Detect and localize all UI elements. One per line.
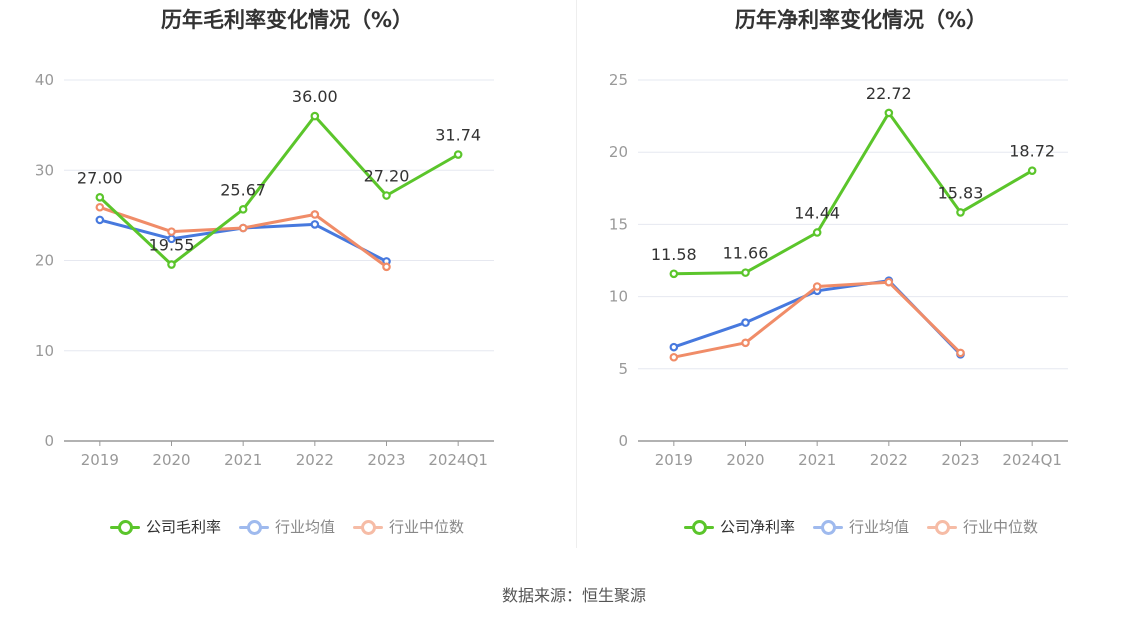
data-point — [238, 223, 248, 233]
legend-label: 行业中位数 — [963, 518, 1039, 536]
y-tick-label: 20 — [609, 143, 628, 161]
x-tick-label: 2019 — [81, 451, 119, 469]
data-point — [1027, 166, 1037, 175]
data-label: 36.00 — [292, 87, 338, 106]
panel-divider — [576, 0, 577, 548]
x-tick-label: 2024Q1 — [428, 451, 488, 469]
data-point — [167, 227, 176, 236]
y-tick-label: 10 — [609, 288, 628, 306]
x-tick-label: 2019 — [655, 451, 693, 469]
data-point — [310, 210, 320, 219]
chart-panel-gross-margin: 历年毛利率变化情况（%） 0 10 20 30 40 2019 2020 2021 2022 20… — [0, 0, 574, 560]
data-point — [741, 268, 750, 277]
y-tick-label: 5 — [618, 360, 628, 378]
y-tick-label: 0 — [44, 432, 54, 450]
x-tick-label: 2023 — [367, 451, 405, 469]
legend: 公司毛利率 行业均值 行业中位数 — [0, 516, 574, 537]
chart-panel-net-margin: 历年净利率变化情况（%） 0 5 10 15 20 25 2019 2020 2021 2022 2… — [574, 0, 1148, 560]
data-point — [310, 220, 320, 229]
y-tick-label: 0 — [618, 432, 628, 450]
data-point — [238, 205, 248, 214]
y-tick-label: 30 — [35, 161, 54, 179]
data-point — [453, 150, 463, 159]
data-label: 22.72 — [866, 84, 912, 103]
y-tick-label: 10 — [35, 342, 54, 360]
data-point — [95, 215, 105, 225]
legend-marker-average-icon — [238, 519, 269, 535]
legend-item-company[interactable]: 公司净利率 — [683, 516, 795, 537]
data-point — [884, 277, 894, 287]
data-point — [382, 262, 391, 272]
data-point — [669, 342, 679, 352]
series-line — [673, 111, 1033, 276]
data-label: 25.67 — [220, 180, 266, 199]
legend-item-industry-average[interactable]: 行业均值 — [238, 516, 335, 537]
data-point — [956, 348, 965, 358]
legend-marker-median-icon — [927, 519, 957, 535]
chart-title: 历年净利率变化情况（%） — [734, 8, 988, 32]
data-point — [741, 318, 750, 327]
legend-label: 行业均值 — [274, 518, 335, 536]
legend-item-company[interactable]: 公司毛利率 — [109, 516, 221, 537]
legend-label: 行业均值 — [848, 518, 909, 536]
data-point — [812, 228, 822, 237]
legend-item-industry-median[interactable]: 行业中位数 — [353, 516, 464, 537]
data-label: 19.55 — [149, 236, 195, 255]
legend-marker-median-icon — [353, 519, 383, 535]
data-point — [167, 260, 176, 269]
data-label: 27.20 — [364, 167, 410, 186]
x-tick-label: 2023 — [941, 451, 979, 469]
x-tick-label: 2022 — [296, 451, 334, 469]
data-point — [741, 338, 750, 348]
legend-label: 公司净利率 — [719, 518, 795, 536]
y-tick-label: 20 — [35, 252, 54, 270]
legend-item-industry-median[interactable]: 行业中位数 — [927, 516, 1038, 537]
data-point — [812, 282, 822, 291]
data-label: 14.44 — [794, 203, 840, 222]
data-label: 11.66 — [723, 244, 769, 263]
data-point — [95, 193, 105, 202]
data-point — [382, 191, 391, 200]
x-tick-label: 2020 — [152, 451, 190, 469]
data-label: 27.00 — [77, 168, 123, 187]
line-chart-gross-margin: 0 10 20 30 40 2019 2020 2021 2022 2023 2024Q1 27.00… — [35, 71, 494, 469]
data-label: 15.83 — [938, 183, 984, 202]
legend-marker-company-icon — [683, 519, 714, 535]
x-tick-label: 2020 — [726, 451, 764, 469]
data-point — [310, 111, 320, 121]
data-point — [95, 202, 105, 212]
y-tick-label: 25 — [609, 71, 628, 89]
legend-label: 公司毛利率 — [145, 518, 221, 536]
data-point — [669, 269, 679, 279]
chart-title: 历年毛利率变化情况（%） — [160, 8, 414, 32]
data-label: 11.58 — [651, 245, 697, 264]
legend: 公司净利率 行业均值 行业中位数 — [574, 516, 1148, 537]
x-tick-label: 2024Q1 — [1002, 451, 1062, 469]
x-tick-label: 2021 — [224, 451, 262, 469]
legend-item-industry-average[interactable]: 行业均值 — [812, 516, 909, 537]
data-point — [956, 208, 965, 217]
line-chart-net-margin: 0 5 10 15 20 25 2019 2020 2021 2022 2023 2024Q1 11.5… — [609, 71, 1068, 469]
data-point — [884, 108, 894, 118]
data-label: 31.74 — [435, 126, 481, 145]
legend-marker-company-icon — [109, 519, 140, 535]
y-tick-label: 15 — [609, 215, 628, 233]
y-tick-label: 40 — [35, 71, 54, 89]
x-tick-label: 2021 — [798, 451, 836, 469]
series-line — [98, 114, 459, 267]
legend-marker-average-icon — [812, 519, 843, 535]
legend-label: 行业中位数 — [389, 518, 465, 536]
data-label: 18.72 — [1009, 142, 1055, 161]
x-tick-label: 2022 — [870, 451, 908, 469]
data-point — [669, 352, 679, 362]
data-source: 数据来源：恒生聚源 — [501, 586, 646, 605]
